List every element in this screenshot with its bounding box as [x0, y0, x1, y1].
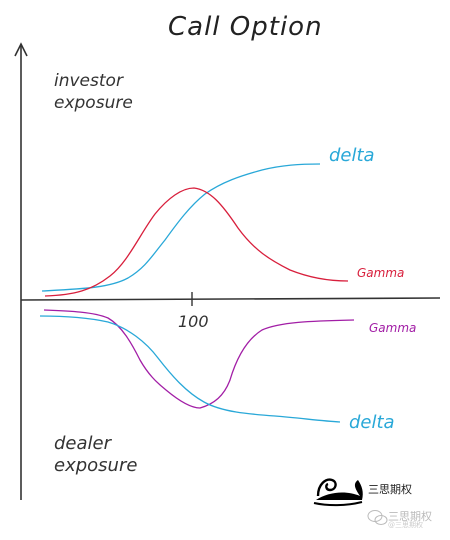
- strike-tick-label: 100: [178, 312, 209, 331]
- vertical-axis-arrow: [14, 42, 28, 57]
- horizontal-axis: [20, 297, 441, 301]
- investor-label-line2: exposure: [54, 93, 133, 113]
- watermark-text: 三思期权: [368, 483, 412, 496]
- dealer-label-line2: exposure: [54, 455, 138, 476]
- dealer-gamma-label: Gamma: [369, 321, 417, 335]
- investor-label-line1: investor: [54, 71, 123, 91]
- watermark-handle: @三思期权: [388, 521, 423, 529]
- investor-delta-label: delta: [329, 145, 375, 166]
- investor-exposure-label: investor exposure: [54, 70, 164, 114]
- dealer-delta-curve: [39, 315, 341, 423]
- dealer-exposure-label: dealer exposure: [54, 433, 174, 477]
- investor-delta-curve: [41, 163, 321, 292]
- swan-logo-icon: [313, 478, 363, 507]
- page-title: Call Option: [168, 12, 323, 42]
- investor-gamma-label: Gamma: [357, 266, 405, 280]
- dealer-label-line1: dealer: [54, 433, 112, 454]
- wechat-icon: [367, 510, 388, 525]
- dealer-gamma-curve: [43, 309, 355, 409]
- dealer-delta-label: delta: [349, 412, 395, 433]
- watermark-subtext: 三思期权: [388, 510, 432, 523]
- investor-gamma-curve: [44, 187, 349, 297]
